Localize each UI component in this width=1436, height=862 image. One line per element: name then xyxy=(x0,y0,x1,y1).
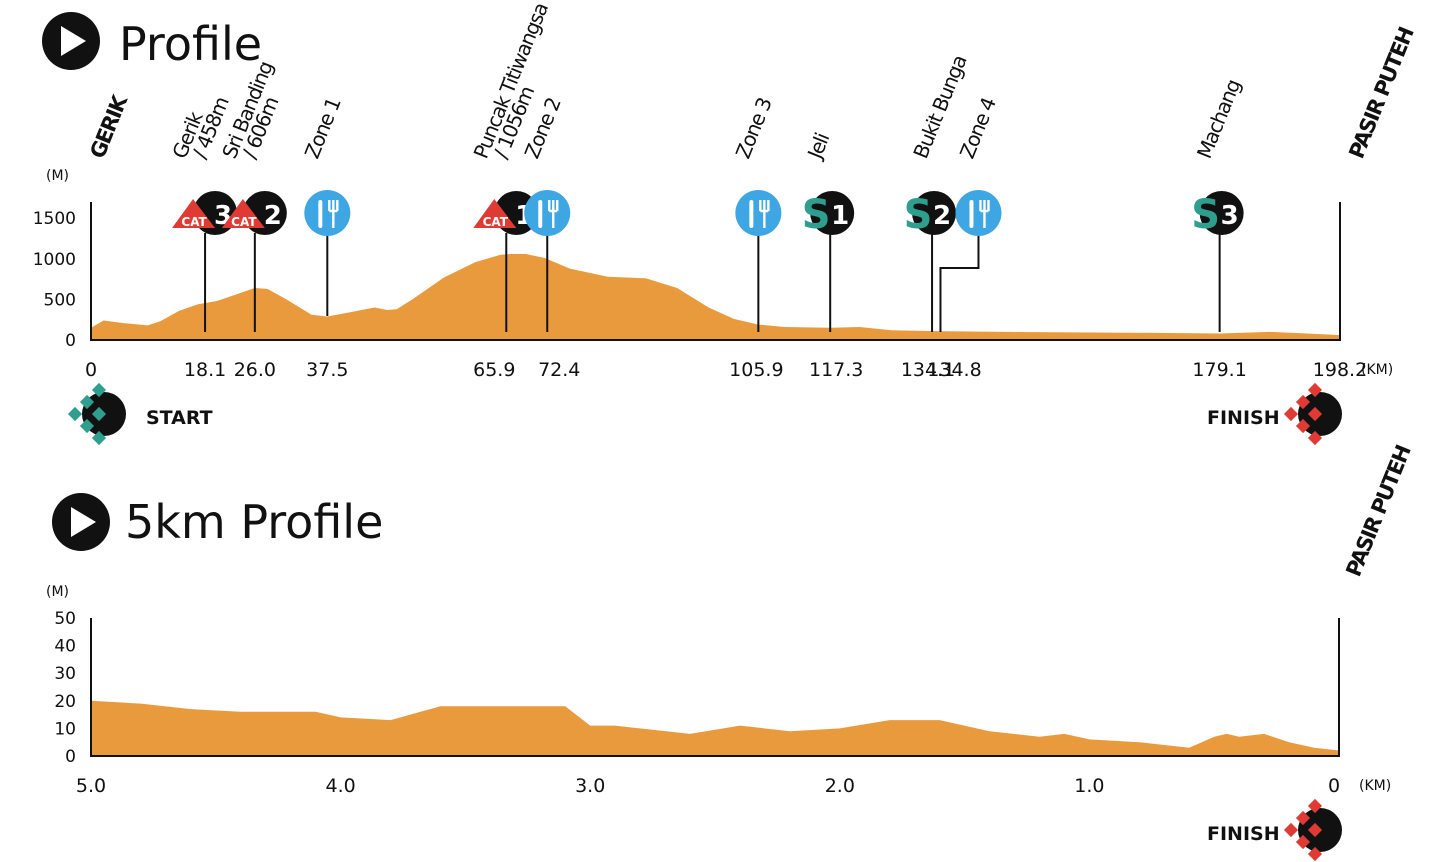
y-unit-label: (M) xyxy=(46,584,69,600)
marker-stem xyxy=(939,235,980,332)
x-tick-label: 134.1 xyxy=(901,359,955,381)
climb-category-tag: CAT xyxy=(231,215,257,229)
x-tick-label: 198.2 xyxy=(1313,359,1367,381)
y-tick-label: 500 xyxy=(44,290,76,310)
feed-zone-icon xyxy=(524,190,571,236)
y-tick-label: 20 xyxy=(54,692,76,712)
route-markers: CAT 3 CAT 2 CAT 1 S 1 S 2 S 3 xyxy=(172,190,1244,238)
profile5-title: 5km Profile xyxy=(52,493,383,551)
play-triangle-icon xyxy=(71,507,96,537)
location-label: Machang xyxy=(1192,76,1245,161)
sprint-tag: S xyxy=(802,192,831,238)
y-tick-label: 0 xyxy=(65,331,76,351)
x-tick-label: 179.1 xyxy=(1192,359,1246,381)
y-tick-label: 1000 xyxy=(33,250,76,270)
x-tick-label: 18.1 xyxy=(184,359,226,381)
feed-zone-icon xyxy=(735,190,782,236)
climb-category-icon: CAT 3 xyxy=(172,191,238,235)
feed-zone-icon xyxy=(304,190,351,236)
finish-place-label: PASIR PUTEH xyxy=(1344,25,1418,162)
finish-place-label: PASIR PUTEH xyxy=(1341,443,1415,580)
sprint-tag: S xyxy=(1191,192,1220,238)
location-label: Zone 1 xyxy=(300,95,346,162)
start-flag-icon xyxy=(67,382,126,446)
finish-flag-icon xyxy=(1283,798,1342,862)
start-label: START xyxy=(146,407,213,429)
x-tick-label: 0 xyxy=(85,359,97,381)
sprint-number: 2 xyxy=(933,201,951,231)
y-unit-label: (M) xyxy=(46,168,69,184)
y-tick-label: 0 xyxy=(65,747,76,767)
profile-title: Profile xyxy=(42,12,262,71)
x-tick-label: 1.0 xyxy=(1074,775,1104,797)
feed-zone-icon xyxy=(955,190,1002,236)
x-unit-label: (KM) xyxy=(1359,778,1391,794)
finish-label: FINISH xyxy=(1207,407,1280,429)
y-tick-label: 30 xyxy=(54,664,76,684)
climb-category-icon: CAT 2 xyxy=(221,191,287,235)
y-tick-label: 10 xyxy=(54,719,76,739)
climb-category-tag: CAT xyxy=(181,215,207,229)
sprint-number: 3 xyxy=(1221,201,1239,231)
x-tick-label: 3.0 xyxy=(575,775,605,797)
x-tick-label: 105.9 xyxy=(729,359,783,381)
y-tick-label: 1500 xyxy=(33,209,76,229)
x-axis-ticks: 5.0 4.0 3.0 2.0 1.0 0 xyxy=(76,775,1340,797)
y-tick-label: 50 xyxy=(54,609,76,629)
climb-category-number: 2 xyxy=(264,201,282,231)
location-label: Zone 3 xyxy=(731,94,777,162)
x-tick-label: 2.0 xyxy=(825,775,855,797)
sprint-tag: S xyxy=(904,192,933,238)
elevation-area xyxy=(91,254,1340,340)
x-tick-label: 65.9 xyxy=(473,359,515,381)
x-tick-label: 117.3 xyxy=(809,359,863,381)
elevation-area xyxy=(91,700,1339,756)
location-label: Zone 4 xyxy=(955,94,1001,162)
x-unit-label: (KM) xyxy=(1361,362,1393,378)
x-axis-ticks: 0 18.1 26.0 37.5 65.9 72.4 105.9 117.3 134.1134.… xyxy=(85,359,1367,381)
x-tick-label: 4.0 xyxy=(325,775,355,797)
y-axis-ticks: 0 10 20 30 40 50 xyxy=(54,609,76,767)
profile5-title-text: 5km Profile xyxy=(125,495,383,549)
finish-label: FINISH xyxy=(1207,823,1280,845)
profile-title-text: Profile xyxy=(119,17,262,71)
x-tick-label: 37.5 xyxy=(306,359,348,381)
play-triangle-icon xyxy=(61,26,86,56)
finish-flag-icon xyxy=(1283,382,1342,446)
x-tick-label: 5.0 xyxy=(76,775,106,797)
x-tick-label: 26.0 xyxy=(234,359,276,381)
climb-category-tag: CAT xyxy=(483,215,509,229)
x-tick-label: 72.4 xyxy=(538,359,580,381)
x-tick-label: 134.8 xyxy=(927,359,981,381)
marker-stems xyxy=(204,233,1221,332)
start-place-label: GERIK xyxy=(85,91,132,162)
y-axis-ticks: 0 500 1000 1500 xyxy=(33,209,76,351)
x-tick-label: 0 xyxy=(1328,775,1340,797)
location-label: Jeli xyxy=(802,130,834,164)
sprint-number: 1 xyxy=(831,201,849,231)
y-tick-label: 40 xyxy=(54,637,76,657)
